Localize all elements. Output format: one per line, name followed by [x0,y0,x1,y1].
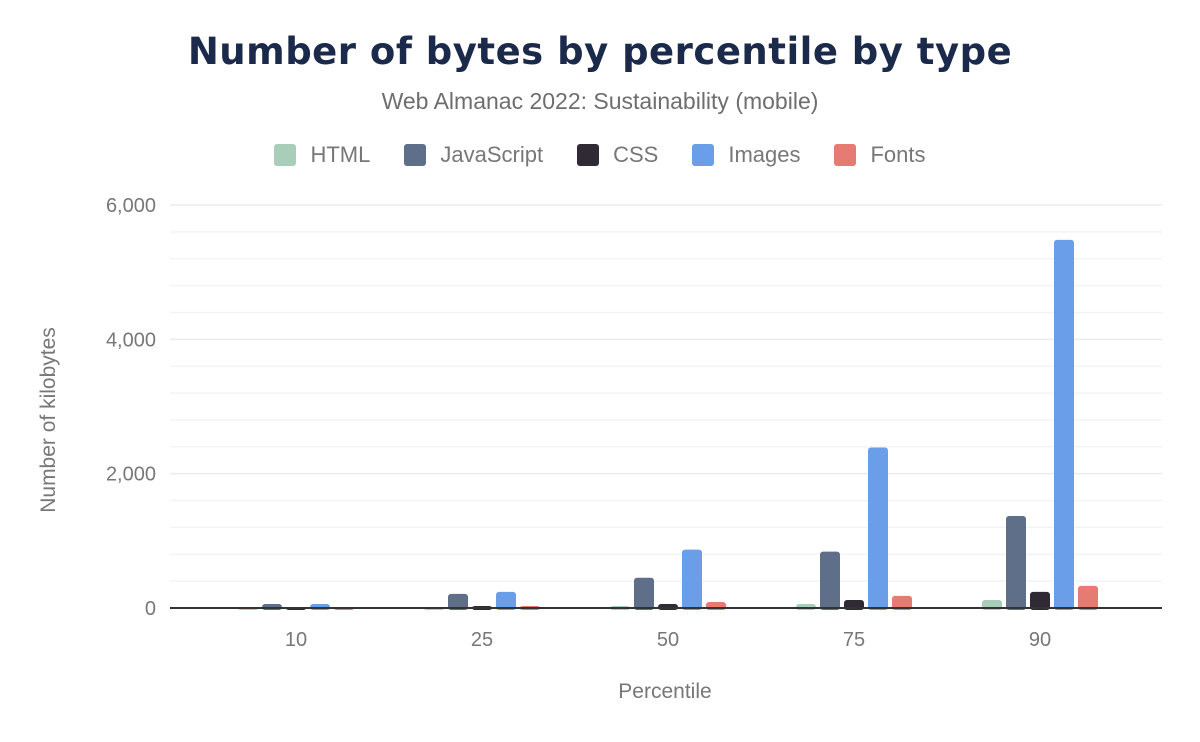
bar-fonts-p90[interactable] [1078,585,1098,610]
legend-item-fonts[interactable]: Fonts [834,142,926,168]
bar-javascript-p90[interactable] [1006,515,1026,610]
bar-images-p10[interactable] [310,603,330,610]
legend-item-images[interactable]: Images [692,142,800,168]
legend-swatch [834,144,857,166]
chart-subtitle: Web Almanac 2022: Sustainability (mobile… [381,88,819,114]
legend-label: CSS [613,142,659,167]
bar-css-p90[interactable] [1030,591,1050,610]
y-tick-label: 0 [145,598,156,620]
x-tick-label: 25 [471,629,493,651]
legend-label: Images [728,142,801,167]
x-axis-title: Percentile [618,680,711,703]
bar-images-p50[interactable] [682,549,702,610]
legend: HTML JavaScript CSS Images Fonts [0,142,1200,168]
legend-swatch [274,144,297,166]
chart-title: Number of bytes by percentile by type [187,30,1013,73]
bar-fonts-p75[interactable] [892,595,912,610]
legend-swatch [404,144,427,166]
bar-css-p50[interactable] [658,603,678,610]
x-tick-label: 90 [1029,629,1051,651]
y-tick-label: 6,000 [106,195,156,217]
bar-javascript-p50[interactable] [634,577,654,610]
x-tick-label: 75 [843,629,865,651]
bar-javascript-p10[interactable] [262,603,282,610]
x-tick-label: 10 [285,629,307,651]
legend-swatch [692,144,715,166]
y-tick-label: 4,000 [106,329,156,351]
bar-images-p25[interactable] [496,591,516,610]
legend-item-html[interactable]: HTML [274,142,370,168]
legend-label: Fonts [870,142,926,167]
legend-item-css[interactable]: CSS [577,142,658,168]
y-tick-label: 2,000 [106,464,156,486]
legend-swatch [577,144,600,166]
bar-images-p90[interactable] [1054,239,1074,610]
x-tick-label: 50 [657,629,679,651]
bar-html-p75[interactable] [796,603,816,610]
legend-label: JavaScript [440,142,544,167]
y-axis-title: Number of kilobytes [37,327,60,513]
bar-images-p75[interactable] [868,447,888,610]
bar-javascript-p75[interactable] [820,551,840,610]
legend-item-javascript[interactable]: JavaScript [404,142,543,168]
bar-javascript-p25[interactable] [448,593,468,610]
legend-label: HTML [310,142,371,167]
